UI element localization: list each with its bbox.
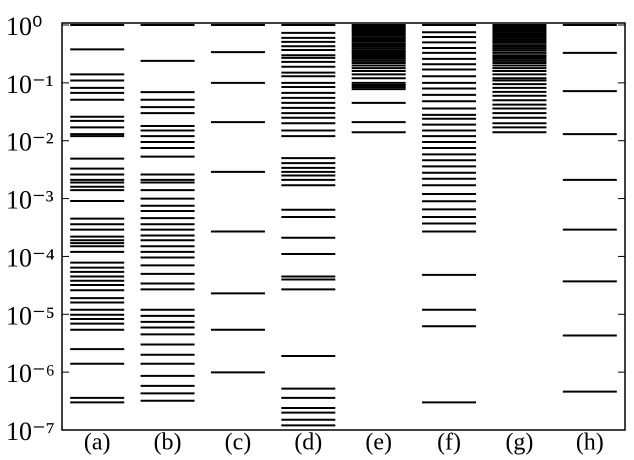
x-tick-label: (c) (225, 430, 252, 456)
plot-frame (61, 22, 626, 431)
y-tick-label: 10⁻⁶ (6, 359, 55, 388)
x-tick-label: (d) (294, 430, 322, 456)
y-tick-label: 10⁻² (6, 128, 54, 157)
y-tick-label: 10⁻⁵ (6, 301, 55, 330)
x-tick-label: (h) (576, 430, 604, 456)
x-tick-label: (e) (365, 430, 392, 456)
x-tick-label: (a) (84, 430, 111, 456)
y-tick-label: 10⁻³ (6, 186, 54, 215)
x-tick-label: (f) (437, 430, 461, 456)
x-tick-label: (g) (505, 430, 533, 456)
y-tick-label: 10⁻¹ (6, 70, 54, 99)
y-tick-label: 10⁻⁴ (6, 243, 55, 272)
x-tick-label: (b) (154, 430, 182, 456)
y-tick-label: 10⁻⁷ (6, 417, 55, 446)
y-tick-label: 10⁰ (6, 12, 42, 41)
